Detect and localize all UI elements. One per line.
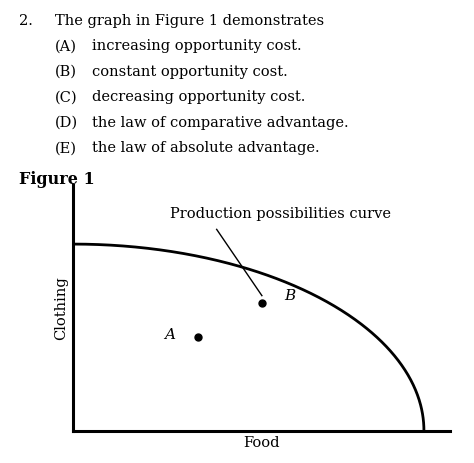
Text: Figure 1: Figure 1 — [19, 171, 95, 188]
Text: decreasing opportunity cost.: decreasing opportunity cost. — [92, 90, 306, 104]
Text: (C): (C) — [55, 90, 77, 104]
Text: The graph in Figure 1 demonstrates: The graph in Figure 1 demonstrates — [55, 14, 324, 28]
Text: constant opportunity cost.: constant opportunity cost. — [92, 65, 288, 79]
Text: the law of comparative advantage.: the law of comparative advantage. — [92, 116, 349, 130]
Text: Production possibilities curve: Production possibilities curve — [170, 207, 391, 221]
Y-axis label: Clothing: Clothing — [54, 276, 68, 340]
Text: A: A — [164, 328, 175, 342]
Text: the law of absolute advantage.: the law of absolute advantage. — [92, 141, 320, 155]
Text: (A): (A) — [55, 39, 76, 53]
X-axis label: Food: Food — [244, 436, 280, 450]
Text: B: B — [284, 288, 296, 303]
Text: 2.: 2. — [19, 14, 33, 28]
Text: (B): (B) — [55, 65, 76, 79]
Text: increasing opportunity cost.: increasing opportunity cost. — [92, 39, 302, 53]
Text: (E): (E) — [55, 141, 76, 155]
Text: (D): (D) — [55, 116, 78, 130]
